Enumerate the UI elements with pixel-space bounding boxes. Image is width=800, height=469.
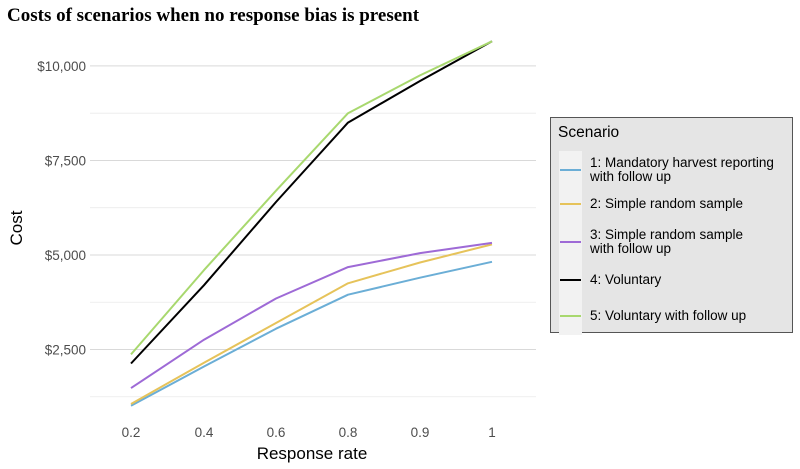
chart-title: Costs of scenarios when no response bias… (7, 5, 420, 26)
legend-item-4: 4: Voluntary (559, 261, 787, 299)
series-line-4 (130, 40, 493, 365)
x-tick-label: 0.9 (411, 425, 430, 440)
legend-item-1: 1: Mandatory harvest reporting with foll… (559, 151, 787, 189)
legend-item-2: 2: Simple random sample (559, 185, 787, 223)
y-tick-label: $7,500 (45, 153, 86, 168)
series-line-1 (130, 260, 493, 407)
legend-label-3: 3: Simple random sample with follow up (590, 227, 744, 256)
series-lines (130, 40, 493, 407)
y-axis-title: Cost (7, 210, 26, 245)
legend-label-4: 4: Voluntary (590, 272, 662, 287)
legend-swatch-1 (560, 169, 581, 171)
series-line-3 (130, 241, 493, 389)
series-line-2 (130, 243, 493, 405)
legend-label-1: 1: Mandatory harvest reporting with foll… (590, 155, 774, 184)
legend-key-3 (559, 223, 582, 261)
legend-title: Scenario (558, 124, 620, 141)
y-tick-label: $2,500 (45, 343, 86, 358)
x-tick-label: 0.6 (267, 425, 286, 440)
x-tick-label: 0.4 (195, 425, 214, 440)
x-tick-labels: 0.2 0.4 0.6 0.8 0.9 1 (122, 425, 496, 440)
y-tick-label: $5,000 (45, 248, 86, 263)
legend-item-5: 5: Voluntary with follow up (559, 297, 787, 335)
legend-key-1 (559, 151, 582, 189)
x-tick-label: 0.2 (122, 425, 141, 440)
legend-swatch-3 (560, 241, 581, 243)
legend-key-4 (559, 261, 582, 299)
series-line-5 (130, 40, 493, 356)
legend: Scenario 1: Mandatory harvest reporting … (550, 117, 793, 335)
x-axis-title: Response rate (257, 444, 368, 463)
legend-label-5: 5: Voluntary with follow up (590, 308, 747, 323)
major-gridlines (90, 65, 536, 351)
y-tick-label: $10,000 (37, 59, 86, 74)
legend-swatch-4 (560, 279, 581, 281)
x-tick-label: 0.8 (339, 425, 358, 440)
legend-key-5 (559, 297, 582, 335)
legend-key-2 (559, 185, 582, 223)
x-tick-label: 1 (488, 425, 496, 440)
legend-swatch-5 (560, 315, 581, 317)
legend-swatch-2 (560, 203, 581, 205)
y-tick-labels: $2,500 $5,000 $7,500 $10,000 (37, 59, 86, 358)
legend-item-3: 3: Simple random sample with follow up (559, 223, 787, 261)
legend-label-2: 2: Simple random sample (590, 196, 744, 211)
